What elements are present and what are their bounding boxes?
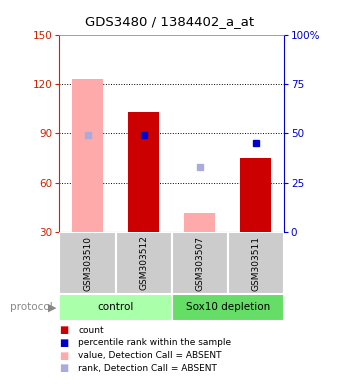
Bar <box>184 213 215 232</box>
Text: ■: ■ <box>59 363 69 373</box>
Text: ▶: ▶ <box>49 302 57 312</box>
Text: count: count <box>78 326 104 335</box>
Bar <box>72 79 103 232</box>
Text: GSM303512: GSM303512 <box>139 236 148 290</box>
Text: value, Detection Call = ABSENT: value, Detection Call = ABSENT <box>78 351 222 360</box>
Text: ■: ■ <box>59 351 69 361</box>
Bar <box>228 232 284 294</box>
Text: GSM303507: GSM303507 <box>195 235 204 291</box>
Text: ■: ■ <box>59 325 69 335</box>
Bar <box>172 294 284 321</box>
Bar <box>116 232 172 294</box>
Text: ■: ■ <box>59 338 69 348</box>
Text: GDS3480 / 1384402_a_at: GDS3480 / 1384402_a_at <box>85 15 255 28</box>
Bar <box>240 158 271 232</box>
Bar <box>172 232 228 294</box>
Text: rank, Detection Call = ABSENT: rank, Detection Call = ABSENT <box>78 364 217 373</box>
Bar <box>128 112 159 232</box>
Text: GSM303511: GSM303511 <box>251 235 260 291</box>
Bar <box>59 232 116 294</box>
Text: protocol: protocol <box>10 302 53 312</box>
Text: Sox10 depletion: Sox10 depletion <box>186 302 270 312</box>
Text: percentile rank within the sample: percentile rank within the sample <box>78 338 231 348</box>
Text: control: control <box>98 302 134 312</box>
Text: GSM303510: GSM303510 <box>83 235 92 291</box>
Bar <box>59 294 172 321</box>
